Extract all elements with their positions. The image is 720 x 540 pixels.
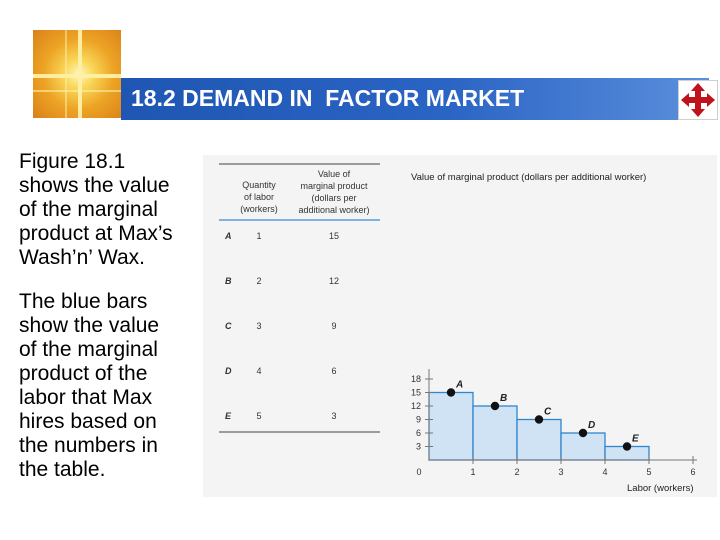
table-cell-value: 9 xyxy=(331,321,336,331)
x-tick-label: 2 xyxy=(514,467,519,477)
table-cell-quantity: 3 xyxy=(256,321,261,331)
y-tick-label: 15 xyxy=(411,388,421,398)
paragraph-1: Figure 18.1 shows the value of the margi… xyxy=(19,150,204,270)
paragraph-2: The blue bars show the value of the marg… xyxy=(19,290,204,482)
logo-vertical-beam xyxy=(78,30,82,118)
x-tick-label: 0 xyxy=(416,467,421,477)
data-point-label: D xyxy=(588,420,595,431)
table-cell-value: 6 xyxy=(331,366,336,376)
logo-thin-beam-v xyxy=(65,30,67,118)
x-tick-label: 6 xyxy=(690,467,695,477)
table-row-label: C xyxy=(225,321,232,331)
text-line: product of the xyxy=(19,362,148,385)
y-tick-label: 3 xyxy=(416,442,421,452)
data-point-label: A xyxy=(455,380,463,391)
table-cell-quantity: 1 xyxy=(256,231,261,241)
logo-horizontal-beam xyxy=(33,74,121,78)
header-value-line: Value of xyxy=(318,169,351,179)
table-row-label: B xyxy=(225,276,232,286)
table-cell-value: 15 xyxy=(329,231,339,241)
data-point-label: E xyxy=(632,434,639,445)
bar xyxy=(428,391,474,461)
page-title: 18.2 DEMAND IN FACTOR MARKET xyxy=(131,85,525,111)
data-point xyxy=(446,388,456,397)
text-line: show the value xyxy=(19,314,160,337)
table-cell-quantity: 5 xyxy=(256,411,261,421)
table-cell-quantity: 4 xyxy=(256,366,261,376)
x-axis-label: Labor (workers) xyxy=(627,483,694,494)
text-line: the numbers in xyxy=(19,434,158,457)
data-table: Quantity of labor (workers) Value of mar… xyxy=(219,163,380,433)
text-line: Wash’n’ Wax. xyxy=(19,246,146,269)
text-line: product at Max’s xyxy=(19,222,173,245)
navigation-button[interactable] xyxy=(678,80,718,120)
table-cell-quantity: 2 xyxy=(256,276,261,286)
data-point xyxy=(534,415,544,424)
data-point xyxy=(622,442,632,451)
table-row-label: D xyxy=(225,366,232,376)
text-line: hires based on xyxy=(19,410,157,433)
header-quantity-line: (workers) xyxy=(240,204,278,214)
y-tick-label: 18 xyxy=(411,374,421,384)
y-tick-label: 6 xyxy=(416,428,421,438)
data-point xyxy=(578,428,588,438)
data-point-label: C xyxy=(544,407,552,418)
text-line: shows the value xyxy=(19,174,170,197)
logo xyxy=(33,30,121,118)
x-tick-label: 1 xyxy=(470,467,475,477)
text-line: Figure 18.1 xyxy=(19,150,126,173)
header-value-line: (dollars per xyxy=(311,193,356,203)
bar xyxy=(516,418,562,461)
data-point xyxy=(490,401,500,411)
table-row-label: A xyxy=(224,231,232,241)
text-line: of the marginal xyxy=(19,198,158,221)
text-line: the table. xyxy=(19,458,106,481)
x-tick-label: 5 xyxy=(646,467,651,477)
table-cell-value: 12 xyxy=(329,276,339,286)
figure-svg: Quantity of labor (workers) Value of mar… xyxy=(219,163,697,494)
table-row-label: E xyxy=(225,411,232,421)
text-line: The blue bars xyxy=(19,290,148,313)
y-tick-label: 12 xyxy=(411,401,421,411)
header-value-line: marginal product xyxy=(300,181,368,191)
chart-title: Value of marginal product (dollars per a… xyxy=(411,172,646,183)
header-quantity-line: of labor xyxy=(244,192,274,202)
text-line: of the marginal xyxy=(19,338,158,361)
four-arrow-move-icon xyxy=(681,83,715,117)
figure-panel: Quantity of labor (workers) Value of mar… xyxy=(203,155,717,497)
data-point-label: B xyxy=(500,393,507,404)
header-value-line: additional worker) xyxy=(298,205,369,215)
bar xyxy=(472,405,518,461)
text-line: labor that Max xyxy=(19,386,153,409)
table-cell-value: 3 xyxy=(331,411,336,421)
logo-thin-beam xyxy=(33,90,121,92)
header-quantity-line: Quantity xyxy=(242,180,276,190)
title-bar: 18.2 DEMAND IN FACTOR MARKET xyxy=(121,78,709,120)
y-tick-label: 9 xyxy=(416,415,421,425)
x-tick-label: 4 xyxy=(602,467,607,477)
x-tick-label: 3 xyxy=(558,467,563,477)
